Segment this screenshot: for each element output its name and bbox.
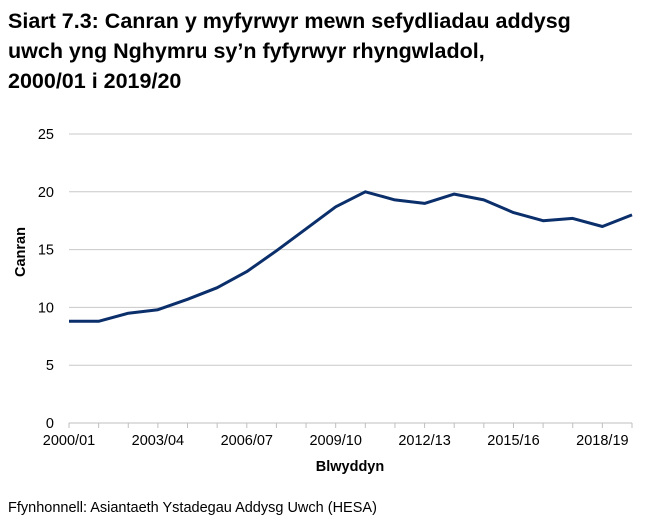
x-tick-label: 2006/07: [221, 433, 273, 449]
x-axis-title: Blwyddyn: [316, 459, 384, 475]
chart-title-line-2: uwch yng Nghymru sy’n fyfyrwyr rhyngwlad…: [8, 39, 485, 63]
x-axis-tick-labels: 2000/01 2003/04 2006/07 2009/10 2012/13 2015/…: [43, 433, 629, 449]
gridlines: [69, 133, 632, 366]
y-tick-label: 25: [38, 127, 54, 143]
y-axis-title: Canran: [13, 227, 29, 277]
x-tick-label: 2009/10: [309, 433, 361, 449]
source-note: Ffynhonnell: Asiantaeth Ystadegau Addysg…: [8, 500, 377, 516]
y-tick-label: 10: [38, 300, 54, 316]
x-tick-label: 2003/04: [132, 433, 184, 449]
chart-title: Siart 7.3: Canran y myfyrwyr mewn sefydl…: [8, 6, 648, 96]
x-axis: [68, 422, 633, 428]
y-tick-label: 5: [46, 358, 54, 374]
x-tick-label: 2015/16: [487, 433, 539, 449]
x-tick-label: 2018/19: [576, 433, 628, 449]
chart-title-line-3: 2000/01 i 2019/20: [8, 69, 182, 93]
y-axis-tick-labels: 0 5 10 15 20 25: [38, 127, 54, 432]
y-tick-label: 15: [38, 243, 54, 259]
x-tick-label: 2000/01: [43, 433, 95, 449]
data-line: [69, 190, 633, 323]
chart-title-line-1: Siart 7.3: Canran y myfyrwyr mewn sefydl…: [8, 9, 571, 33]
x-tick-label: 2012/13: [398, 433, 450, 449]
y-tick-label: 20: [38, 185, 54, 201]
y-tick-label: 0: [46, 416, 54, 432]
